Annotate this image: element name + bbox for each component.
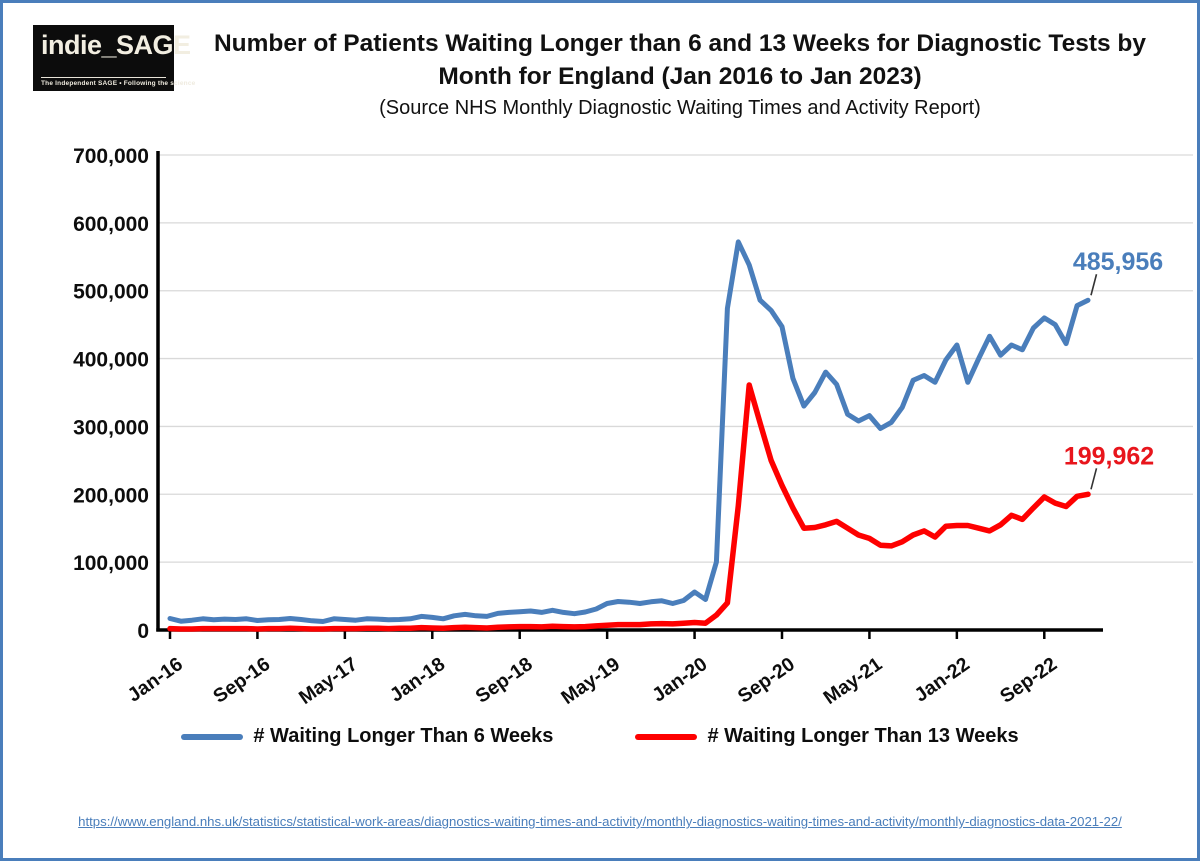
x-axis-tick-label: May-17 bbox=[295, 653, 362, 709]
chart-subtitle: (Source NHS Monthly Diagnostic Waiting T… bbox=[379, 97, 981, 119]
y-axis-tick-label: 200,000 bbox=[73, 484, 149, 507]
y-axis-tick-label: 400,000 bbox=[73, 349, 149, 372]
legend-item-13-weeks: # Waiting Longer Than 13 Weeks bbox=[635, 725, 1019, 748]
chart-header: Number of Patients Waiting Longer than 6… bbox=[175, 27, 1185, 121]
logo-divider bbox=[41, 77, 166, 78]
data-label-13-weeks: 199,962 bbox=[1064, 442, 1154, 470]
y-axis-tick-label: 300,000 bbox=[73, 416, 149, 439]
data-label-leader-13-weeks bbox=[1090, 468, 1098, 490]
chart-title: Number of Patients Waiting Longer than 6… bbox=[213, 30, 1147, 90]
x-axis-tick-label: May-19 bbox=[557, 653, 624, 709]
x-axis-tick-label: Jan-18 bbox=[386, 653, 449, 707]
x-axis-tick-label: Jan-20 bbox=[648, 653, 711, 707]
logo-tagline: The Independent SAGE • Following the sci… bbox=[41, 80, 196, 87]
x-axis-tick-label: Jan-16 bbox=[124, 653, 187, 707]
legend-item-6-weeks: # Waiting Longer Than 6 Weeks bbox=[181, 725, 553, 748]
y-axis-tick-label: 500,000 bbox=[73, 281, 149, 304]
series-line-13-weeks bbox=[167, 382, 1091, 632]
legend-label-6-weeks: # Waiting Longer Than 6 Weeks bbox=[253, 725, 554, 747]
indie-sage-logo: indie_SAGE The Independent SAGE • Follow… bbox=[33, 25, 196, 91]
legend-label-13-weeks: # Waiting Longer Than 13 Weeks bbox=[707, 725, 1019, 747]
chart-legend: # Waiting Longer Than 6 Weeks # Waiting … bbox=[3, 725, 1197, 748]
y-axis-tick-label: 700,000 bbox=[73, 145, 149, 168]
legend-swatch-6-weeks-icon bbox=[181, 733, 244, 740]
y-axis-tick-label: 600,000 bbox=[73, 213, 149, 236]
x-axis-tick-label: Sep-20 bbox=[734, 653, 799, 708]
data-label-leader-6-weeks bbox=[1090, 274, 1098, 296]
x-axis-tick-label: Sep-18 bbox=[472, 653, 537, 708]
y-axis-tick-label: 100,000 bbox=[73, 552, 149, 575]
series-line-6-weeks bbox=[167, 239, 1091, 624]
line-chart: 0 100,000 200,000 300,000 400,000 500,000 600,… bbox=[73, 145, 1193, 709]
x-axis-tick-label: May-21 bbox=[820, 653, 887, 709]
data-label-6-weeks: 485,956 bbox=[1073, 248, 1163, 276]
x-axis-tick-label: Jan-22 bbox=[910, 653, 973, 707]
x-axis-tick-label: Sep-16 bbox=[209, 653, 274, 708]
y-axis-tick-label: 0 bbox=[137, 620, 149, 643]
legend-swatch-13-weeks-icon bbox=[635, 733, 698, 740]
source-url-link[interactable]: https://www.england.nhs.uk/statistics/st… bbox=[78, 814, 1122, 829]
source-footer: https://www.england.nhs.uk/statistics/st… bbox=[3, 813, 1197, 831]
x-axis-tick-label: Sep-22 bbox=[996, 653, 1061, 708]
